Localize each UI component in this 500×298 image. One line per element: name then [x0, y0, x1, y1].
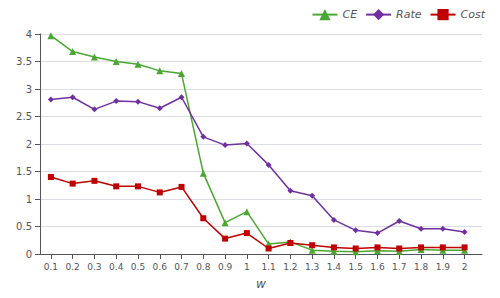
svg-text:1.2: 1.2: [283, 262, 297, 272]
svg-text:1.7: 1.7: [392, 262, 406, 272]
svg-text:1.8: 1.8: [414, 262, 429, 272]
svg-text:Rate: Rate: [396, 8, 422, 21]
svg-text:0.4: 0.4: [109, 262, 124, 272]
svg-text:1.1: 1.1: [261, 262, 275, 272]
svg-text:0.9: 0.9: [218, 262, 233, 272]
svg-text:Cost: Cost: [461, 8, 486, 21]
svg-text:1.5: 1.5: [16, 166, 32, 177]
svg-text:2: 2: [26, 139, 32, 150]
svg-text:4: 4: [26, 29, 32, 40]
svg-text:3: 3: [26, 84, 32, 95]
svg-text:1.6: 1.6: [370, 262, 385, 272]
svg-text:3.5: 3.5: [16, 56, 32, 67]
svg-text:1: 1: [244, 262, 250, 272]
svg-text:0.5: 0.5: [131, 262, 145, 272]
svg-text:1.9: 1.9: [436, 262, 451, 272]
svg-text:0.2: 0.2: [65, 262, 79, 272]
svg-text:0.3: 0.3: [87, 262, 101, 272]
svg-text:0.5: 0.5: [16, 221, 32, 232]
svg-text:2: 2: [462, 262, 468, 272]
svg-text:1.3: 1.3: [305, 262, 319, 272]
svg-text:0.7: 0.7: [174, 262, 188, 272]
svg-text:1: 1: [26, 194, 32, 205]
svg-text:2.5: 2.5: [16, 111, 32, 122]
svg-text:0.1: 0.1: [44, 262, 58, 272]
svg-text:0.8: 0.8: [196, 262, 211, 272]
svg-text:CE: CE: [342, 8, 357, 21]
svg-text:w: w: [256, 277, 266, 291]
svg-text:1.4: 1.4: [327, 262, 342, 272]
svg-text:0: 0: [26, 249, 32, 260]
svg-text:1.5: 1.5: [349, 262, 363, 272]
svg-text:0.6: 0.6: [153, 262, 168, 272]
